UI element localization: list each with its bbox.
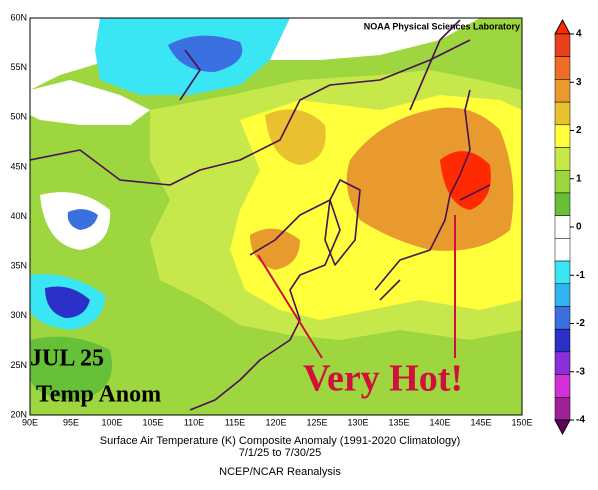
lon-label: 115E — [225, 417, 245, 427]
colorbar-swatch — [554, 169, 571, 194]
region — [250, 228, 300, 270]
credit: NOAA Physical Sciences Laboratory — [364, 21, 520, 31]
colorbar-swatch — [554, 374, 571, 398]
colorbar-swatch — [554, 192, 571, 216]
colorbar-label: -4 — [576, 415, 585, 426]
region — [440, 151, 491, 210]
region — [270, 18, 480, 60]
lon-label: 90E — [22, 417, 38, 427]
lon-label: 95E — [63, 417, 79, 427]
lon-label: 140E — [429, 417, 450, 427]
colorbar-swatch — [554, 397, 571, 421]
colorbar-swatch — [554, 56, 571, 80]
colorbar-swatch — [554, 124, 571, 148]
colorbar-swatch — [554, 101, 571, 126]
colorbar-swatch — [554, 260, 571, 285]
lon-label: 135E — [388, 417, 409, 427]
lon-label: 125E — [306, 417, 327, 427]
map-frame — [29, 17, 523, 416]
colorbar-swatch — [554, 215, 571, 239]
region — [30, 80, 150, 125]
colorbar-label: 0 — [576, 222, 582, 233]
lon-label: 110E — [184, 417, 204, 427]
region — [45, 286, 90, 318]
callout-line — [257, 254, 323, 359]
lat-label: 35N — [10, 261, 27, 271]
lon-label: 105E — [142, 417, 163, 427]
colorbar-label: 1 — [576, 173, 582, 184]
colorbar-label: -1 — [576, 270, 585, 281]
colorbar-label: 2 — [576, 125, 582, 136]
colorbar-tip — [554, 18, 571, 35]
colorbar-tip — [554, 419, 571, 436]
colorbar-label: 4 — [576, 29, 582, 40]
lat-label: 30N — [10, 310, 27, 320]
coastline — [189, 199, 341, 411]
lat-label: 40N — [10, 211, 27, 221]
border-line — [30, 39, 471, 186]
coastline — [324, 179, 361, 266]
caption: Surface Air Temperature (K) Composite An… — [100, 435, 461, 447]
colorbar-label: -3 — [576, 366, 585, 377]
lon-label: 100E — [101, 417, 122, 427]
colorbar-swatch — [554, 147, 571, 171]
lat-label: 45N — [10, 161, 27, 171]
region — [265, 109, 326, 165]
lat-label: 20N — [10, 409, 27, 419]
lon-label: 145E — [470, 417, 491, 427]
coastline — [409, 19, 461, 111]
colorbar-swatch — [554, 283, 571, 307]
region — [346, 107, 514, 251]
annotation: JUL 25 — [30, 346, 104, 372]
lat-label: 60N — [10, 12, 27, 22]
lat-label: 50N — [10, 112, 27, 122]
anomaly-map — [30, 18, 522, 415]
colorbar-swatch — [554, 238, 571, 262]
caption: 7/1/25 to 7/30/25 — [239, 447, 322, 459]
region — [30, 336, 112, 400]
colorbar-swatch — [554, 306, 571, 330]
lon-label: 120E — [265, 417, 286, 427]
colorbar-swatch — [554, 328, 571, 353]
annotation: Temp Anom — [36, 382, 161, 408]
region — [67, 209, 98, 230]
lat-label: 25N — [10, 360, 27, 370]
colorbar-label: -2 — [576, 318, 585, 329]
region — [168, 35, 243, 72]
lon-label: 150E — [511, 417, 532, 427]
colorbar-swatch — [554, 79, 571, 103]
colorbar-swatch — [554, 33, 571, 57]
coastline — [374, 89, 491, 301]
colorbar-label: 3 — [576, 77, 582, 88]
caption: NCEP/NCAR Reanalysis — [219, 466, 341, 478]
lon-label: 130E — [347, 417, 368, 427]
callout: Very Hot! — [303, 358, 463, 400]
colorbar-swatch — [554, 351, 571, 375]
lat-label: 55N — [10, 62, 27, 72]
